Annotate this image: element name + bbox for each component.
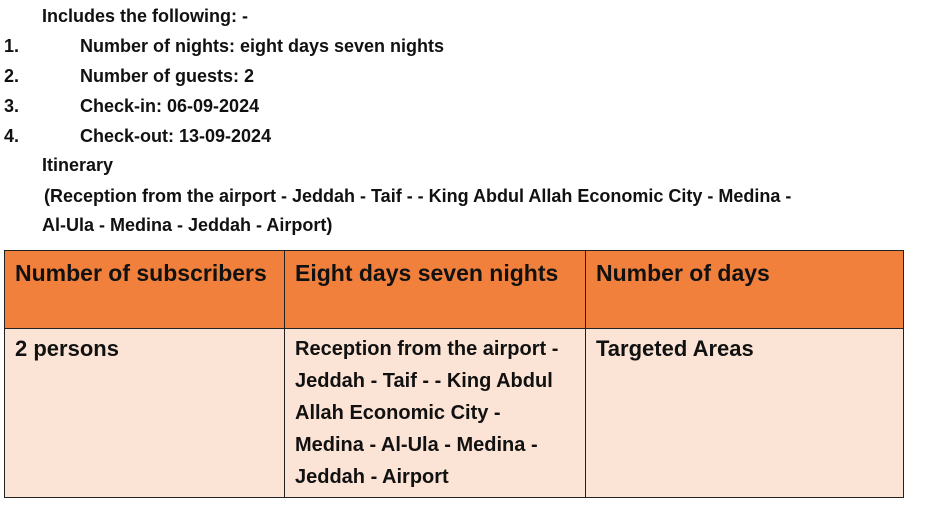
header-cell: Number of subscribers — [4, 250, 285, 329]
list-number: 3. — [4, 96, 20, 116]
list-text: Number of nights: eight days seven night… — [80, 36, 445, 56]
list-text: Number of guests: 2 — [80, 66, 255, 86]
table-cell: Targeted Areas — [585, 328, 904, 498]
table-row: 2 persons Reception from the airport - J… — [4, 328, 904, 498]
intro-text: Includes the following: - — [42, 6, 248, 26]
list-number: 1. — [4, 36, 20, 56]
itinerary-line: Al-Ula - Medina - Jeddah - Airport) — [42, 215, 333, 235]
list-text: Check-in: 06-09-2024 — [80, 96, 260, 116]
itinerary-line: (Reception from the airport - Jeddah - T… — [44, 186, 792, 206]
table-cell: 2 persons — [4, 328, 285, 498]
itinerary-table: Number of subscribers Eight days seven n… — [4, 250, 904, 498]
list-text: Check-out: 13-09-2024 — [80, 126, 272, 146]
table-header-row: Number of subscribers Eight days seven n… — [4, 250, 904, 329]
itinerary-label: Itinerary — [42, 155, 114, 175]
list-number: 2. — [4, 66, 20, 86]
header-cell: Number of days — [585, 250, 904, 329]
header-cell: Eight days seven nights — [284, 250, 586, 329]
list-number: 4. — [4, 126, 20, 146]
table-cell: Reception from the airport - Jeddah - Ta… — [284, 328, 586, 498]
